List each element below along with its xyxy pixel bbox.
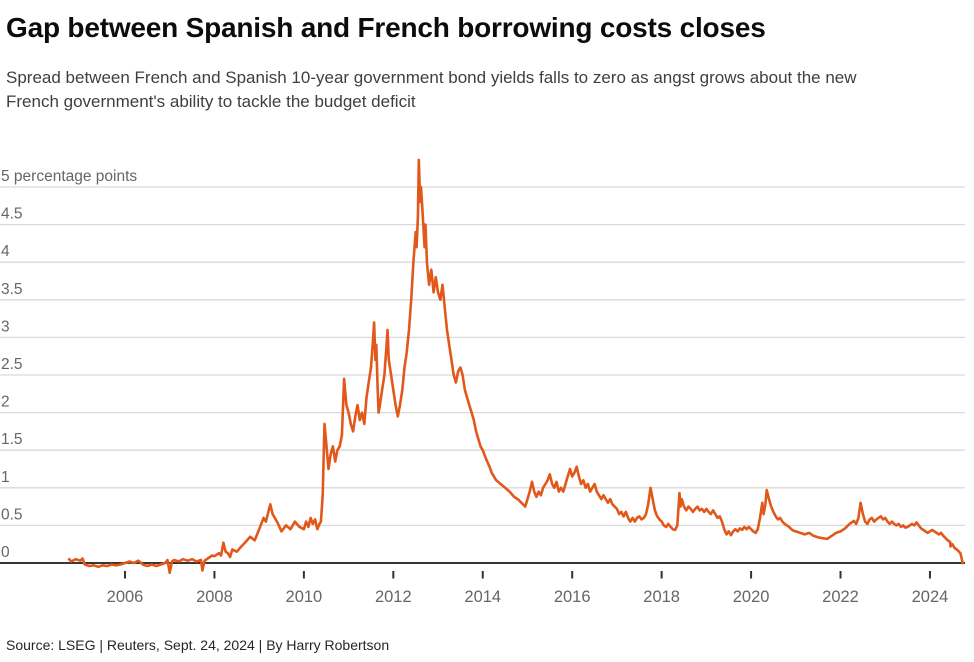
y-axis-label: 1 — [1, 469, 10, 486]
y-axis-label: 0 — [1, 544, 10, 561]
y-axis-label: 2.5 — [1, 356, 23, 373]
x-axis-label: 2024 — [912, 588, 949, 606]
x-axis-label: 2016 — [554, 588, 591, 606]
x-axis-label: 2006 — [107, 588, 144, 606]
y-axis-label: 4 — [1, 243, 10, 260]
x-axis-label: 2022 — [822, 588, 859, 606]
x-axis-label: 2018 — [643, 588, 680, 606]
spread-line — [67, 158, 964, 575]
x-axis-label: 2020 — [733, 588, 770, 606]
x-axis-label: 2012 — [375, 588, 412, 606]
chart-subtitle: Spread between French and Spanish 10-yea… — [6, 68, 857, 111]
y-axis-label: 1.5 — [1, 431, 23, 448]
x-axis-label: 2008 — [196, 588, 233, 606]
y-axis-label: 5 percentage points — [1, 168, 137, 185]
x-axis-label: 2014 — [464, 588, 501, 606]
y-axis-label: 0.5 — [1, 506, 23, 523]
page-title: Gap between Spanish and French borrowing… — [6, 12, 766, 43]
y-axis-label: 3.5 — [1, 281, 23, 298]
x-axis-label: 2010 — [286, 588, 323, 606]
y-axis-label: 3 — [1, 318, 10, 335]
source-credit: Source: LSEG | Reuters, Sept. 24, 2024 |… — [6, 637, 390, 653]
y-axis-label: 2 — [1, 394, 10, 411]
y-axis-label: 4.5 — [1, 206, 23, 223]
